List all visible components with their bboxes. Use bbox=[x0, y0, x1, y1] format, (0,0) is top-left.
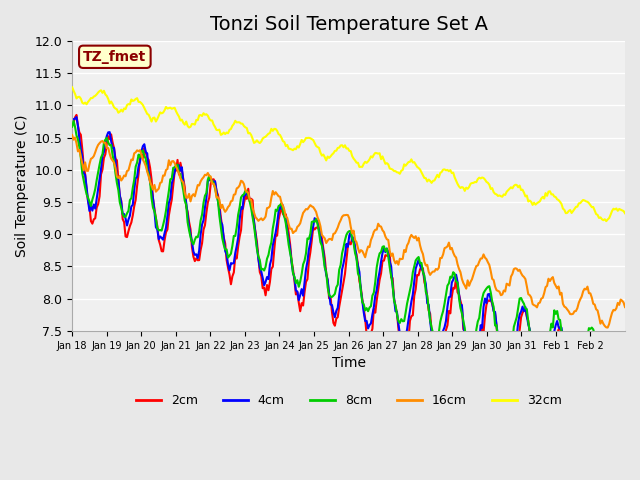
32cm bbox=[87, 95, 95, 101]
8cm bbox=[88, 197, 96, 203]
16cm bbox=[604, 324, 611, 330]
4cm bbox=[73, 114, 81, 120]
32cm bbox=[353, 160, 360, 166]
2cm bbox=[464, 360, 472, 366]
32cm bbox=[618, 207, 626, 213]
2cm bbox=[73, 112, 81, 118]
8cm bbox=[464, 340, 472, 346]
16cm bbox=[621, 304, 629, 310]
8cm bbox=[354, 271, 362, 276]
Line: 2cm: 2cm bbox=[72, 115, 625, 441]
2cm bbox=[620, 378, 627, 384]
16cm bbox=[87, 156, 95, 162]
2cm bbox=[621, 364, 629, 370]
32cm bbox=[545, 189, 552, 194]
4cm bbox=[608, 425, 616, 431]
8cm bbox=[106, 142, 113, 148]
8cm bbox=[620, 342, 627, 348]
16cm bbox=[68, 132, 76, 138]
8cm bbox=[546, 330, 554, 336]
32cm bbox=[602, 218, 610, 224]
32cm bbox=[68, 84, 76, 90]
4cm bbox=[621, 345, 629, 351]
Line: 16cm: 16cm bbox=[72, 135, 625, 327]
16cm bbox=[462, 286, 470, 291]
Legend: 2cm, 4cm, 8cm, 16cm, 32cm: 2cm, 4cm, 8cm, 16cm, 32cm bbox=[131, 389, 566, 412]
2cm bbox=[106, 136, 113, 142]
16cm bbox=[104, 145, 112, 151]
32cm bbox=[621, 210, 629, 216]
8cm bbox=[621, 343, 629, 349]
4cm bbox=[546, 351, 554, 357]
16cm bbox=[353, 239, 360, 245]
X-axis label: Time: Time bbox=[332, 356, 365, 370]
4cm bbox=[620, 356, 627, 361]
Line: 32cm: 32cm bbox=[72, 87, 625, 221]
4cm bbox=[106, 129, 113, 135]
2cm bbox=[88, 221, 96, 227]
Text: TZ_fmet: TZ_fmet bbox=[83, 50, 147, 64]
4cm bbox=[464, 352, 472, 358]
Line: 4cm: 4cm bbox=[72, 117, 625, 428]
4cm bbox=[88, 208, 96, 214]
2cm bbox=[354, 262, 362, 268]
8cm bbox=[70, 118, 77, 124]
4cm bbox=[354, 263, 362, 268]
32cm bbox=[104, 96, 112, 102]
16cm bbox=[618, 298, 626, 303]
16cm bbox=[545, 276, 552, 282]
8cm bbox=[68, 124, 76, 130]
Title: Tonzi Soil Temperature Set A: Tonzi Soil Temperature Set A bbox=[209, 15, 488, 34]
2cm bbox=[610, 438, 618, 444]
Y-axis label: Soil Temperature (C): Soil Temperature (C) bbox=[15, 115, 29, 257]
Line: 8cm: 8cm bbox=[72, 121, 625, 405]
4cm bbox=[68, 121, 76, 127]
32cm bbox=[462, 185, 470, 191]
2cm bbox=[68, 122, 76, 128]
2cm bbox=[546, 376, 554, 382]
8cm bbox=[605, 402, 613, 408]
